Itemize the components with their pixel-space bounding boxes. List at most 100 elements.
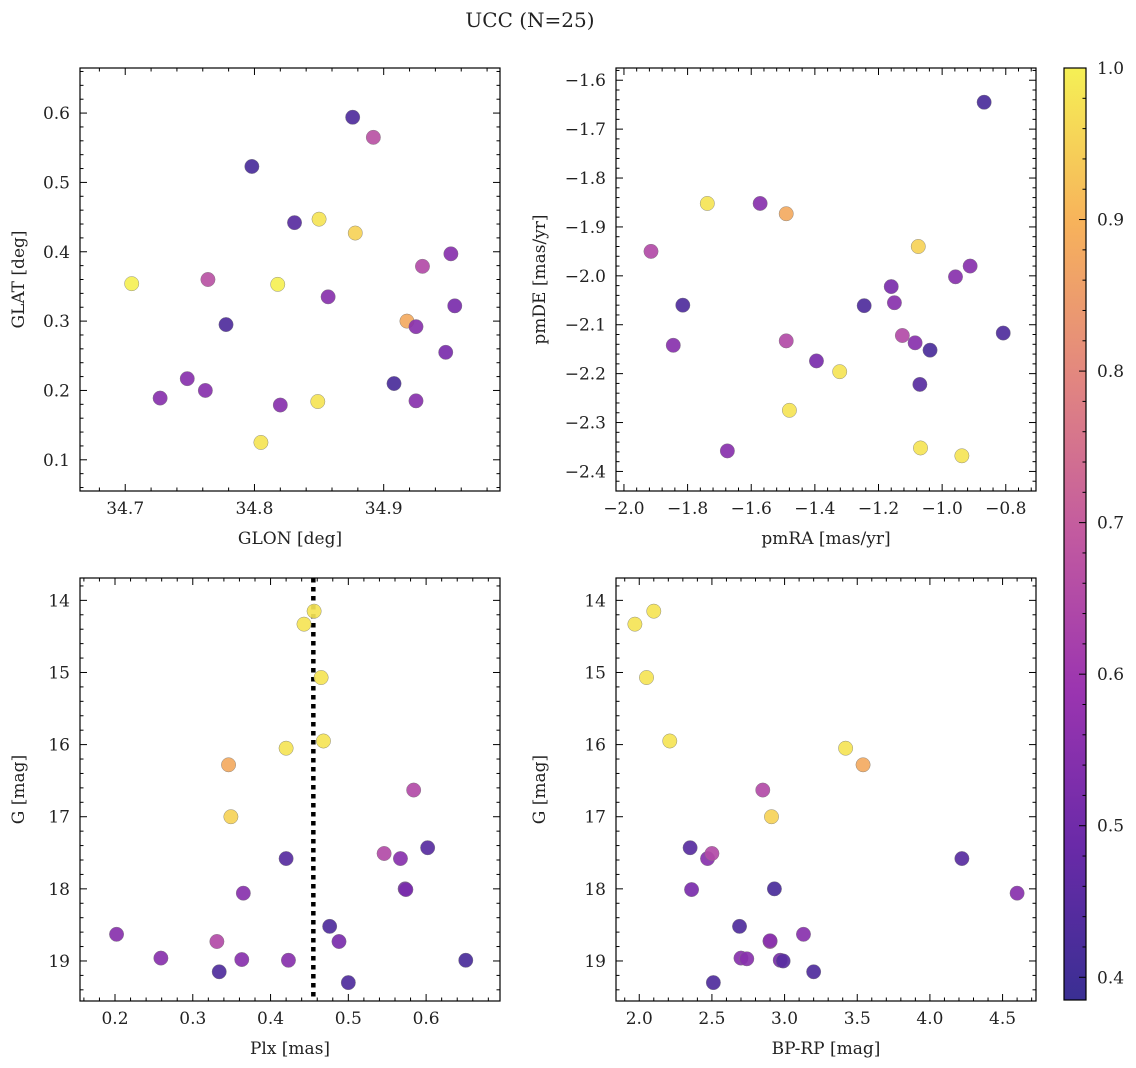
x-tick-label: 3.0 (771, 1009, 798, 1029)
x-axis-label: BP-RP [mag] (772, 1039, 881, 1059)
y-tick-label: −2.1 (565, 316, 606, 336)
y-tick-label: 14 (48, 591, 70, 611)
y-tick-label: 14 (584, 591, 606, 611)
y-tick-label: −2.2 (565, 365, 606, 385)
data-point (331, 934, 347, 949)
data-point (646, 603, 662, 619)
data-point (287, 215, 302, 231)
axes-frame (615, 577, 1037, 1002)
data-point (420, 840, 436, 856)
data-point (962, 258, 978, 274)
data-point (278, 851, 294, 866)
y-axis-label: pmDE [mas/yr] (530, 214, 550, 344)
colorbar-tick-label: 0.4 (1097, 968, 1124, 988)
data-point (179, 371, 195, 387)
data-point (345, 109, 361, 125)
data-point (907, 335, 923, 351)
y-tick-label: 19 (584, 952, 606, 972)
data-point (767, 881, 782, 897)
x-tick-label: 34.8 (236, 499, 274, 519)
data-point (762, 933, 778, 949)
data-point (320, 289, 336, 305)
y-tick-label: −1.6 (565, 71, 606, 91)
data-point (281, 952, 296, 968)
axes-frame (615, 67, 1037, 492)
data-point (948, 269, 963, 285)
colorbar-gradient (1063, 67, 1087, 1001)
data-point (954, 448, 970, 464)
data-point (809, 353, 824, 369)
data-point (415, 258, 430, 274)
data-point (443, 246, 459, 262)
data-point (393, 851, 408, 866)
data-point (855, 757, 871, 773)
data-point (234, 952, 250, 967)
data-point (153, 950, 169, 966)
y-tick-label: −2.0 (565, 267, 606, 287)
data-point (912, 376, 928, 392)
y-tick-label: 19 (48, 952, 70, 972)
data-point (699, 196, 715, 211)
panel-1: 34.7 34.8 34.9 0.1 0.2 0.3 0.4 0.5 0.6 GLON [deg]… (9, 67, 501, 549)
y-tick-label: 15 (584, 663, 606, 683)
data-point (665, 337, 681, 353)
data-point (755, 782, 771, 798)
data-point (883, 279, 899, 294)
data-point (643, 243, 659, 259)
x-tick-label: −1.2 (858, 499, 899, 519)
data-point (954, 851, 970, 866)
x-tick-label: 2.5 (698, 1009, 725, 1029)
data-point (662, 733, 678, 749)
data-point (211, 964, 227, 980)
data-point (209, 934, 225, 949)
data-point (806, 964, 822, 980)
data-point (235, 885, 251, 901)
data-point (856, 298, 872, 314)
data-point (124, 276, 140, 292)
data-point (438, 344, 454, 360)
figure-title: UCC (N=25) (465, 8, 594, 32)
data-point (682, 840, 698, 856)
data-point (778, 333, 794, 349)
data-point (782, 402, 797, 418)
y-tick-label: 17 (48, 808, 70, 828)
panel-2: −2.0 −1.8 −1.6 −1.4 −1.2 −1.0 −0.8 −2.4 −2.3 −2.2… (530, 67, 1037, 549)
y-tick-label: −2.4 (565, 462, 606, 482)
y-tick-label: 0.5 (43, 173, 70, 193)
x-tick-label: 34.7 (106, 499, 144, 519)
y-tick-label: 0.3 (43, 312, 70, 332)
x-axis-label: pmRA [mas/yr] (761, 529, 890, 549)
data-point (306, 603, 322, 619)
x-tick-label: −1.6 (731, 499, 772, 519)
data-point (200, 272, 216, 287)
x-tick-label: 0.2 (101, 1009, 128, 1029)
x-tick-label: 0.5 (335, 1009, 362, 1029)
y-tick-label: 0.6 (43, 104, 70, 124)
y-tick-label: −1.9 (565, 218, 606, 238)
x-tick-label: 0.6 (413, 1009, 440, 1029)
x-tick-label: −2.0 (603, 499, 644, 519)
y-axis-label: G [mag] (530, 755, 550, 824)
data-point (1009, 885, 1025, 901)
data-point (311, 211, 327, 227)
y-tick-label: 16 (48, 736, 70, 756)
y-tick-label: −2.3 (565, 414, 606, 434)
x-tick-label: 4.0 (916, 1009, 943, 1029)
data-point (197, 383, 213, 398)
y-tick-label: 18 (48, 880, 70, 900)
data-point (995, 325, 1011, 341)
data-point (313, 670, 329, 685)
data-point (398, 882, 414, 897)
data-point (221, 757, 236, 773)
data-point (340, 975, 356, 991)
colorbar-tick-label: 0.9 (1097, 211, 1124, 231)
panel-3: 0.2 0.3 0.4 0.5 0.6 14 15 16 17 18 19 Plx [mas] G [m… (9, 577, 501, 1059)
data-point (278, 740, 294, 756)
data-point (764, 809, 779, 825)
x-tick-label: −1.0 (921, 499, 962, 519)
data-point (408, 393, 424, 409)
axes-frame (79, 577, 501, 1002)
x-tick-label: 0.3 (179, 1009, 206, 1029)
y-tick-label: 0.2 (43, 381, 70, 401)
